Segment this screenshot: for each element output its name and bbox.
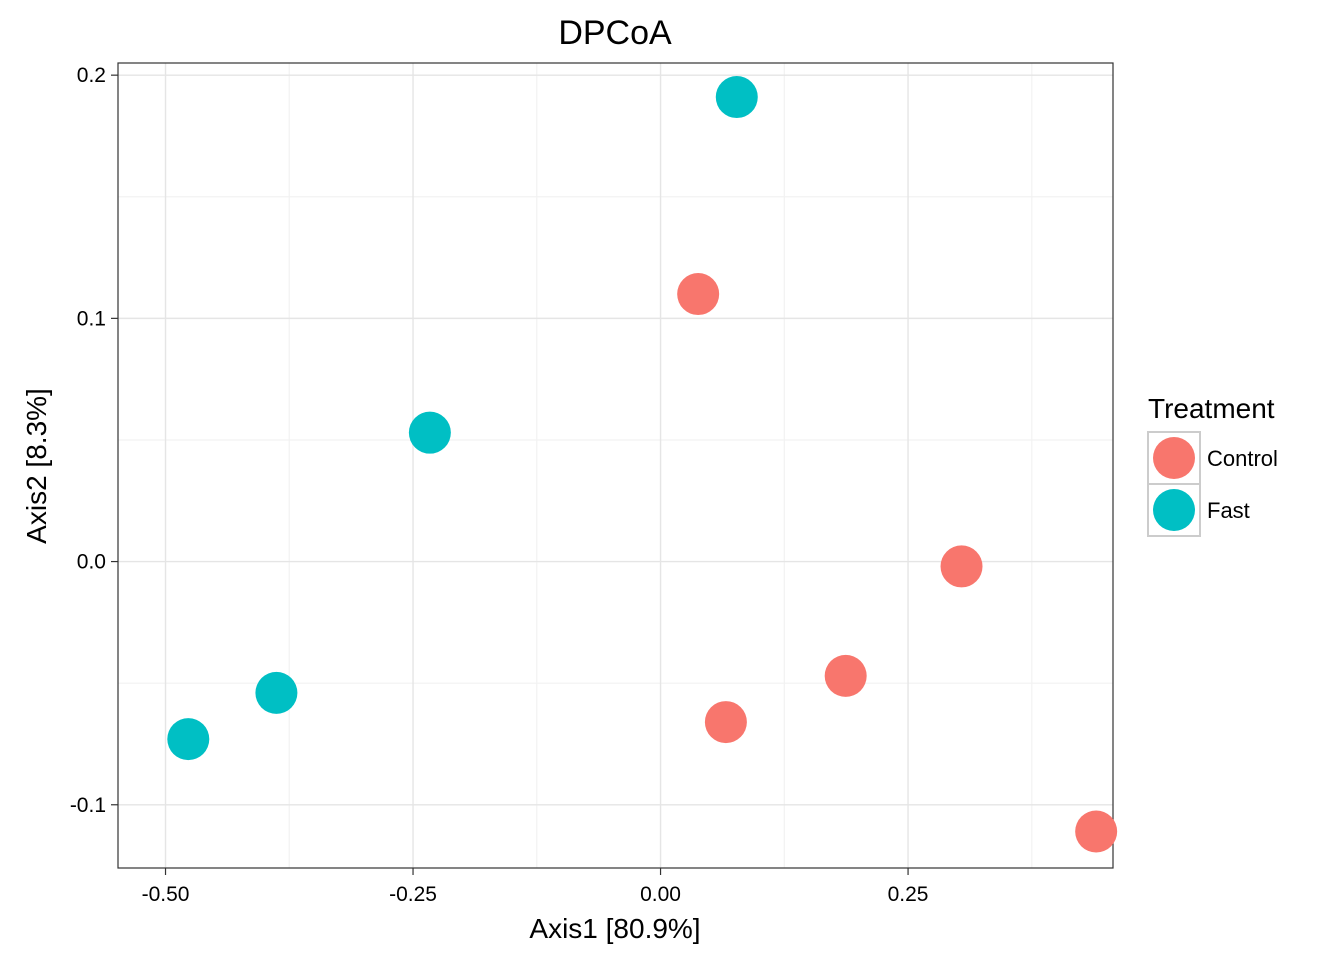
x-tick-label: 0.00: [640, 883, 681, 906]
data-point-control: [940, 545, 983, 588]
legend-title: Treatment: [1148, 393, 1275, 424]
legend-label-fast: Fast: [1207, 498, 1250, 523]
y-tick-label: -0.1: [70, 794, 106, 817]
x-axis-title: Axis1 [80.9%]: [529, 913, 700, 944]
data-point-fast: [167, 718, 210, 761]
data-point-fast: [715, 76, 758, 119]
x-tick-label: -0.50: [142, 883, 190, 906]
data-point-fast: [255, 671, 298, 714]
y-tick-label: 0.1: [77, 307, 106, 330]
data-point-control: [677, 273, 720, 316]
data-point-control: [824, 654, 867, 697]
plot-panel-border: [117, 62, 1114, 869]
legend-swatch-fast: [1153, 489, 1195, 531]
data-point-fast: [408, 411, 451, 454]
y-axis-title: Axis2 [8.3%]: [21, 388, 52, 544]
legend: Treatment Control Fast: [1147, 393, 1278, 537]
x-tick-label: -0.25: [389, 883, 437, 906]
chart-title: DPCoA: [558, 14, 672, 52]
y-tick-label: 0.2: [77, 64, 106, 87]
data-point-control: [704, 701, 747, 744]
y-tick-label: 0.0: [77, 551, 106, 574]
legend-swatch-control: [1153, 437, 1195, 479]
legend-label-control: Control: [1207, 446, 1278, 471]
data-point-control: [1075, 810, 1118, 853]
data-points: [167, 76, 1118, 853]
axes: -0.50 -0.25 0.00 0.25 -0.1 0.0 0.1 0.2: [70, 64, 929, 906]
x-tick-label: 0.25: [888, 883, 929, 906]
